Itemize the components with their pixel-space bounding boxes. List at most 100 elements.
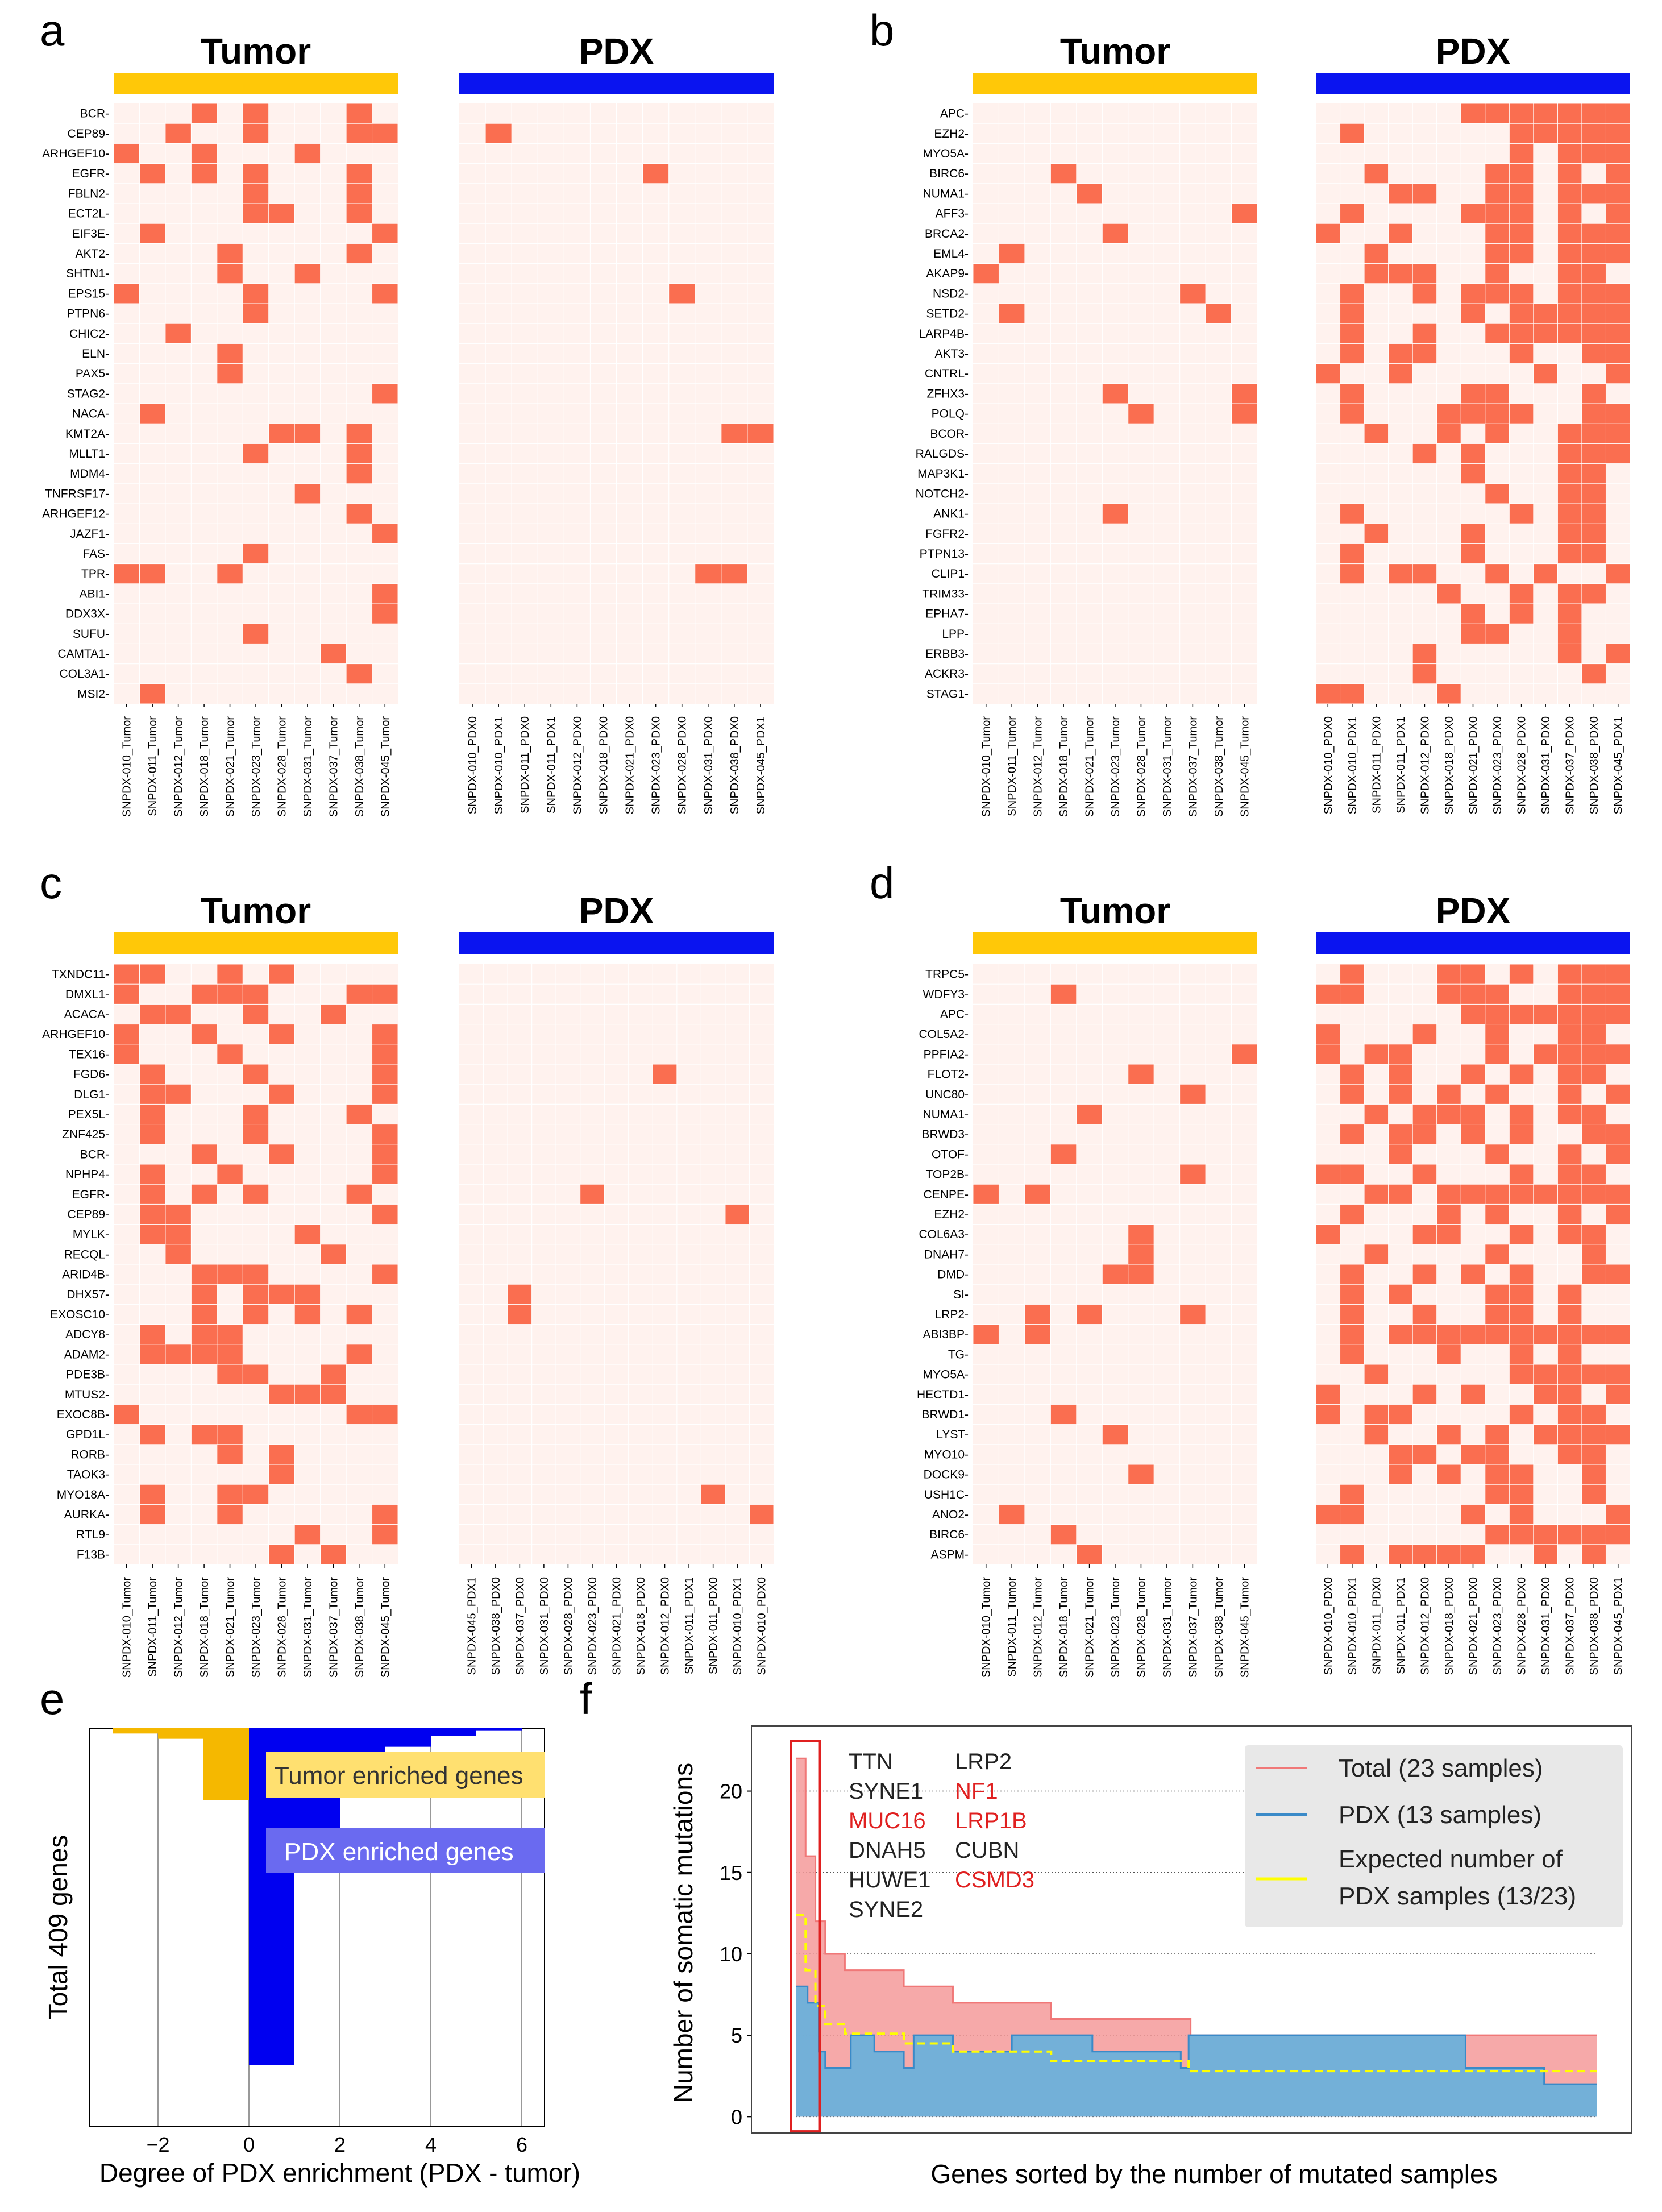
mutation-cell xyxy=(372,1164,398,1184)
mutation-cell xyxy=(1509,1504,1534,1525)
mutation-cell xyxy=(346,424,372,443)
gene-label: COL3A1- xyxy=(59,667,109,680)
sample-label: SNPDX-038_Tumor xyxy=(354,1577,366,1678)
mutation-cell xyxy=(1340,1304,1364,1325)
mutation-cell xyxy=(1582,1545,1606,1564)
mutation-cell xyxy=(1485,424,1509,443)
mutation-cell xyxy=(1509,284,1534,304)
mutation-cell xyxy=(321,1244,346,1264)
mutation-cell xyxy=(1412,443,1437,464)
panel-letter-f: f xyxy=(580,1674,592,1724)
mutation-cell xyxy=(1557,644,1582,664)
gene-label: ANK1- xyxy=(933,508,969,521)
highlight-gene-label: SYNE2 xyxy=(849,1897,923,1922)
mutation-cell xyxy=(1557,624,1582,644)
mutation-cell xyxy=(269,1545,294,1564)
gene-label: RTL9- xyxy=(76,1528,109,1541)
mutation-cell xyxy=(1509,1264,1534,1284)
gene-label: ASPM- xyxy=(930,1548,969,1561)
tumor-header-bar xyxy=(973,932,1257,954)
mutation-cell xyxy=(1485,204,1509,223)
mutation-cell xyxy=(1509,1284,1534,1304)
mutation-cell xyxy=(747,424,774,443)
mutation-cell xyxy=(139,1504,165,1525)
heatmap-tumor-b: Tumor SNPDX-010_Tumor SNPDX-011_Tumor SNPDX… xyxy=(973,31,1257,817)
mutation-cell xyxy=(1180,1084,1206,1104)
gene-label: AKAP9- xyxy=(926,267,969,280)
gene-label: TAOK3- xyxy=(67,1468,109,1481)
sample-label: SNPDX-012_Tumor xyxy=(173,716,185,817)
mutation-cell xyxy=(1582,1264,1606,1284)
mutation-cell xyxy=(1509,1325,1534,1344)
sample-label: SNPDX-010_PDX0 xyxy=(1322,1577,1335,1675)
sample-label: SNPDX-045_Tumor xyxy=(1239,1577,1251,1678)
gene-label: MDM4- xyxy=(70,467,109,480)
mutation-cell xyxy=(1606,164,1630,184)
heatmap-tumor-c: Tumor SNPDX-010_Tumor SNPDX-011_Tumor SNPDX… xyxy=(114,890,398,1678)
mutation-cell xyxy=(346,184,372,204)
mutation-cell xyxy=(1364,1364,1389,1384)
mutation-cell xyxy=(1582,264,1606,284)
gene-label: PDE3B- xyxy=(66,1368,109,1381)
mutation-cell xyxy=(1606,364,1630,384)
gene-label: ECT2L- xyxy=(68,207,109,221)
histogram-bar xyxy=(158,1728,203,1739)
sample-label: SNPDX-038_Tumor xyxy=(354,716,366,817)
mutation-cell xyxy=(1557,1364,1582,1384)
gene-label: LYST- xyxy=(936,1428,969,1441)
tumor-header-title: Tumor xyxy=(1060,31,1170,72)
gene-label: NOTCH2- xyxy=(916,487,969,500)
mutation-cell xyxy=(269,964,294,984)
sample-label: SNPDX-045_Tumor xyxy=(379,716,392,817)
mutation-cell xyxy=(191,984,217,1004)
mutation-cell xyxy=(1461,1325,1485,1344)
mutation-cell xyxy=(139,1484,165,1504)
sample-label: SNPDX-037_PDX0 xyxy=(514,1577,526,1675)
panel-letter-e: e xyxy=(40,1674,64,1724)
mutation-cell xyxy=(1485,1525,1509,1545)
legend-pdx-label: PDX (13 samples) xyxy=(1339,1801,1541,1829)
mutation-cell xyxy=(1582,1364,1606,1384)
gene-label: STAG2- xyxy=(67,387,109,400)
mutation-cell xyxy=(1025,1184,1050,1204)
mutation-cell xyxy=(1606,443,1630,464)
mutation-cell xyxy=(1077,1304,1102,1325)
mutation-cell xyxy=(1557,1064,1582,1084)
gene-label: DOCK9- xyxy=(924,1468,969,1481)
sample-label: SNPDX-023_PDX0 xyxy=(1491,716,1504,814)
mutation-cell xyxy=(1509,323,1534,343)
mutation-cell xyxy=(294,1304,321,1325)
histogram-bar xyxy=(203,1728,249,1800)
pdx-header-title: PDX xyxy=(579,890,654,931)
mutation-cell xyxy=(1340,284,1364,304)
mutation-cell xyxy=(1437,1204,1461,1225)
mutation-cell xyxy=(1340,384,1364,404)
gene-label: DMXL1- xyxy=(65,988,109,1001)
mutation-cell xyxy=(1437,684,1461,704)
mutation-cell xyxy=(1509,304,1534,323)
mutation-cell xyxy=(372,1064,398,1084)
mutation-cell xyxy=(1582,1044,1606,1064)
gene-label: MLLT1- xyxy=(69,447,109,460)
mutation-cell xyxy=(1364,243,1389,264)
mutation-cell xyxy=(1316,1384,1340,1404)
y-tick-label: 15 xyxy=(720,1861,742,1885)
gene-label: EXOC8B- xyxy=(57,1408,109,1421)
mutation-cell xyxy=(346,243,372,264)
gene-label: DNAH7- xyxy=(924,1248,969,1261)
mutation-cell xyxy=(1461,1064,1485,1084)
mutation-cell xyxy=(1437,1084,1461,1104)
gene-label: ABI3BP- xyxy=(923,1328,969,1341)
mutation-cell xyxy=(217,1425,243,1445)
mutation-cell xyxy=(294,1525,321,1545)
mutation-cell xyxy=(1485,1184,1509,1204)
mutation-cell xyxy=(1582,1064,1606,1084)
mutation-cell xyxy=(1582,664,1606,684)
mutation-cell xyxy=(1364,164,1389,184)
mutation-cell xyxy=(1437,1184,1461,1204)
mutation-cell xyxy=(114,143,139,164)
mutation-cell xyxy=(372,584,398,604)
mutation-cell xyxy=(1534,304,1557,323)
mutation-cell xyxy=(191,1264,217,1284)
